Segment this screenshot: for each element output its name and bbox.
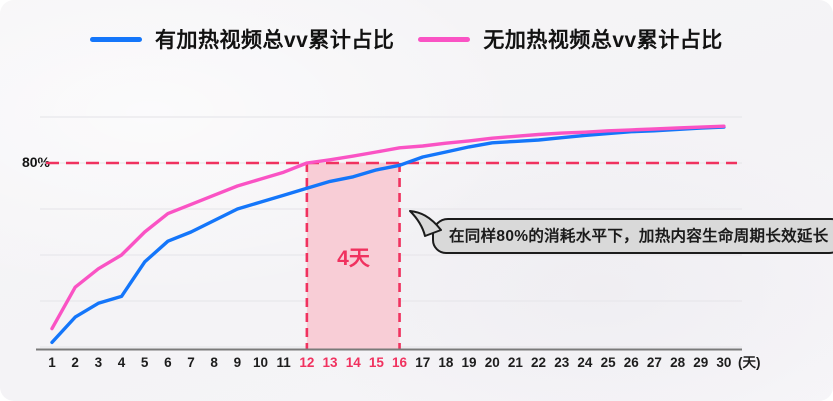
- x-axis-unit-label: (天): [738, 355, 761, 370]
- annotation-text: 在同样80%的消耗水平下，加热内容生命周期长效延长: [449, 228, 829, 245]
- highlight-gap-label: 4天: [337, 247, 370, 270]
- x-tick-label: 23: [554, 355, 570, 370]
- x-tick-label: 15: [369, 355, 385, 370]
- x-tick-label: 4: [118, 355, 126, 370]
- x-tick-label: 14: [346, 355, 362, 370]
- x-tick-label: 10: [253, 355, 268, 370]
- x-tick-label: 22: [531, 355, 546, 370]
- x-tick-label: 28: [670, 355, 686, 370]
- legend-label-unheated: 无加热视频总vv累计占比: [483, 29, 723, 52]
- x-tick-label: 29: [693, 355, 708, 370]
- x-tick-label: 24: [577, 355, 593, 370]
- x-tick-label: 19: [462, 355, 477, 370]
- x-tick-label: 17: [415, 355, 430, 370]
- x-tick-label: 5: [141, 355, 149, 370]
- x-tick-label: 16: [392, 355, 408, 370]
- x-tick-label: 21: [508, 355, 524, 370]
- x-tick-label: 18: [438, 355, 454, 370]
- x-tick-label: 2: [71, 355, 79, 370]
- bubble-tail-icon: [409, 210, 442, 237]
- x-tick-label: 26: [624, 355, 640, 370]
- x-tick-label: 3: [95, 355, 103, 370]
- x-tick-label: 9: [234, 355, 242, 370]
- x-tick-label: 25: [601, 355, 617, 370]
- reference-line-label: 80%: [21, 154, 50, 170]
- x-tick-label: 7: [187, 355, 195, 370]
- x-tick-label: 6: [164, 355, 172, 370]
- x-tick-label: 11: [277, 355, 292, 370]
- legend: 有加热视频总vv累计占比 无加热视频总vv累计占比: [90, 24, 723, 54]
- x-tick-label: 30: [716, 355, 731, 370]
- legend-item-unheated: 无加热视频总vv累计占比: [418, 24, 722, 54]
- x-tick-label: 27: [647, 355, 662, 370]
- annotation-bubble: 在同样80%的消耗水平下，加热内容生命周期长效延长: [409, 210, 833, 254]
- legend-label-heated: 有加热视频总vv累计占比: [155, 29, 395, 52]
- x-tick-label: 8: [210, 355, 218, 370]
- x-tick-label: 13: [323, 355, 339, 370]
- x-tick-label: 20: [485, 355, 500, 370]
- legend-item-heated: 有加热视频总vv累计占比: [90, 24, 394, 54]
- x-tick-label: 12: [299, 355, 314, 370]
- legend-line-blue-icon: [90, 36, 142, 42]
- x-tick-label: 1: [48, 355, 56, 370]
- legend-line-pink-icon: [418, 36, 471, 42]
